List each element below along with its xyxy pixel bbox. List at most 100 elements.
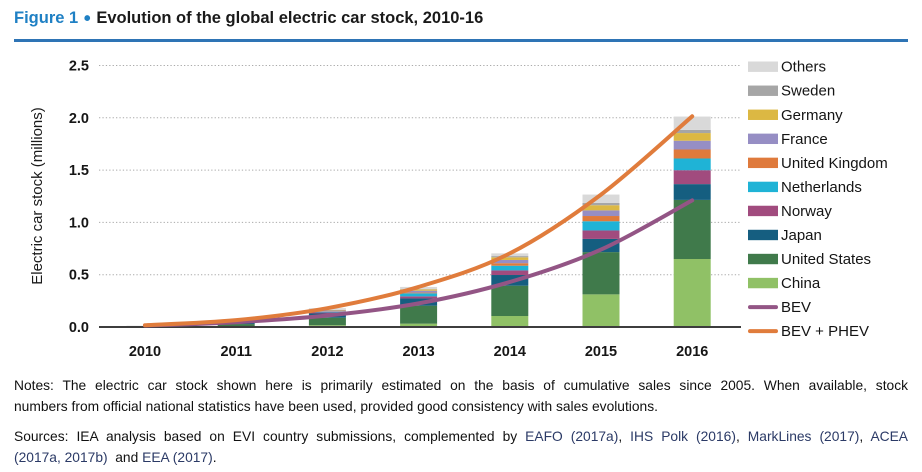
bar-segment-france-2015 bbox=[582, 210, 620, 217]
y-tick-label: 2.0 bbox=[69, 111, 89, 127]
bar-segment-france-2016 bbox=[673, 140, 711, 150]
bar-segment-norway-2012 bbox=[308, 312, 346, 314]
bar-segment-germany-2014 bbox=[491, 257, 529, 260]
y-tick-label: 2.5 bbox=[69, 59, 89, 75]
bev-phev-line bbox=[143, 114, 695, 328]
sources-line2: (2017a, 2017b) and EEA (2017). bbox=[14, 447, 908, 468]
citation: EAFO (2017a) bbox=[525, 429, 619, 444]
legend-swatch-sweden bbox=[748, 85, 778, 96]
legend-line-swatch-bev-phev bbox=[748, 329, 778, 334]
legend-swatch-united-kingdom bbox=[748, 157, 778, 169]
title-bullet: • bbox=[78, 8, 97, 30]
bar-segment-france-2013 bbox=[400, 290, 438, 293]
legend-label-united-states: United States bbox=[781, 251, 871, 268]
bar-segment-sweden-2016 bbox=[673, 129, 711, 134]
bar-segment-united-kingdom-2013 bbox=[400, 292, 438, 294]
sources-text: Sources: IEA analysis based on EVI count… bbox=[14, 429, 526, 444]
bev-line bbox=[143, 198, 695, 328]
bar-segment-united-kingdom-2015 bbox=[582, 216, 620, 222]
y-axis-title: Electric car stock (millions) bbox=[29, 107, 46, 285]
citation: (2017a, 2017b) bbox=[14, 450, 108, 465]
bar-segment-germany-2015 bbox=[582, 205, 620, 211]
bar-segment-germany-2013 bbox=[400, 289, 438, 291]
legend-label-japan: Japan bbox=[781, 227, 822, 244]
bar-segment-china-2014 bbox=[491, 316, 529, 327]
legend-swatch-china bbox=[748, 277, 778, 289]
legend-label-bev-phev: BEV + PHEV bbox=[781, 323, 869, 340]
legend-swatch-germany bbox=[748, 109, 778, 120]
bar-segment-netherlands-2015 bbox=[582, 221, 620, 231]
legend-swatch-united-states bbox=[748, 253, 778, 265]
sources-text: and bbox=[107, 450, 143, 465]
legend-swatch-france bbox=[748, 133, 778, 145]
title-underline bbox=[14, 39, 908, 42]
legend-swatch-others bbox=[748, 61, 778, 72]
legend-label-others: Others bbox=[781, 59, 826, 76]
bar-segment-united-states-2015 bbox=[582, 252, 620, 295]
sources-line1: Sources: IEA analysis based on EVI count… bbox=[14, 426, 908, 447]
bar-segment-netherlands-2014 bbox=[491, 265, 529, 271]
x-tick-label-2016: 2016 bbox=[676, 344, 708, 360]
figure-label: Figure 1 bbox=[14, 9, 79, 27]
y-tick-label: 0.0 bbox=[69, 320, 89, 336]
bar-segment-united-states-2013 bbox=[400, 305, 438, 324]
bar-segment-sweden-2015 bbox=[582, 202, 620, 206]
citation: ACEA bbox=[870, 429, 909, 444]
sources-text: , bbox=[859, 429, 871, 444]
chart: 0.0 0.5 1.0 1.5 2.0 2.5 2010 2011 2012 2013 2014 20… bbox=[29, 59, 888, 361]
bar-segment-norway-2013 bbox=[400, 296, 438, 299]
y-tick-label: 1.0 bbox=[69, 215, 89, 231]
notes-line1: Notes: The electric car stock shown here… bbox=[14, 378, 908, 393]
bar-segment-netherlands-2012 bbox=[308, 311, 346, 313]
citation: MarkLines (2017) bbox=[747, 429, 860, 444]
notes-paragraph: Notes: The electric car stock shown here… bbox=[14, 375, 908, 417]
bar-segment-china-2016 bbox=[673, 259, 711, 327]
sources-text: . bbox=[212, 450, 217, 465]
legend-label-netherlands: Netherlands bbox=[781, 179, 862, 196]
bar-segment-others-2015 bbox=[582, 194, 620, 203]
bar-segment-china-2015 bbox=[582, 294, 620, 327]
y-tick-label: 1.5 bbox=[69, 163, 89, 179]
bar-segment-china-2013 bbox=[400, 323, 438, 327]
legend-label-norway: Norway bbox=[781, 203, 832, 220]
x-tick-label-2011: 2011 bbox=[220, 344, 251, 360]
bar-segment-united-states-2016 bbox=[673, 199, 711, 260]
figure-title: Figure 1 • Evolution of the global elect… bbox=[14, 8, 484, 30]
bar-segment-united-kingdom-2014 bbox=[491, 263, 529, 266]
sources-paragraph: Sources: IEA analysis based on EVI count… bbox=[14, 426, 908, 468]
x-tick-label-2010: 2010 bbox=[129, 344, 161, 360]
figure-title-text: Evolution of the global electric car sto… bbox=[96, 9, 484, 27]
x-tick-label-2014: 2014 bbox=[494, 344, 526, 360]
legend-label-germany: Germany bbox=[781, 107, 843, 124]
y-tick-label: 0.5 bbox=[69, 268, 89, 284]
x-tick-label-2012: 2012 bbox=[311, 344, 343, 360]
bar-segment-norway-2016 bbox=[673, 170, 711, 185]
legend-label-united-kingdom: United Kingdom bbox=[781, 155, 888, 172]
bar-segment-japan-2015 bbox=[582, 238, 620, 253]
bar-segment-netherlands-2016 bbox=[673, 158, 711, 171]
legend-label-france: France bbox=[781, 131, 828, 148]
legend-label-china: China bbox=[781, 275, 821, 292]
bar-segment-germany-2016 bbox=[673, 133, 711, 141]
x-tick-label-2015: 2015 bbox=[585, 344, 617, 360]
bar-segment-france-2012 bbox=[308, 310, 346, 312]
bar-segment-norway-2015 bbox=[582, 230, 620, 239]
legend-swatch-netherlands bbox=[748, 181, 778, 193]
bar-segment-france-2014 bbox=[491, 259, 529, 264]
x-tick-label-2013: 2013 bbox=[402, 344, 434, 360]
legend-swatch-norway bbox=[748, 205, 778, 217]
sources-text: , bbox=[618, 429, 631, 444]
citation: IHS Polk (2016) bbox=[630, 429, 736, 444]
citation: EEA (2017) bbox=[142, 450, 213, 465]
legend-label-bev: BEV bbox=[781, 299, 811, 316]
legend-line-swatch-bev bbox=[748, 305, 778, 310]
bar-segment-united-states-2014 bbox=[491, 285, 529, 317]
bar-segment-united-states-2011 bbox=[217, 324, 255, 327]
bar-segment-japan-2016 bbox=[673, 184, 711, 200]
sources-text: , bbox=[735, 429, 748, 444]
bar-segment-united-states-2012 bbox=[308, 317, 346, 326]
legend-label-sweden: Sweden bbox=[781, 83, 835, 100]
bar-segment-netherlands-2013 bbox=[400, 293, 438, 297]
bar-segment-norway-2014 bbox=[491, 270, 529, 276]
notes-line2: numbers from official national statistic… bbox=[14, 399, 658, 414]
